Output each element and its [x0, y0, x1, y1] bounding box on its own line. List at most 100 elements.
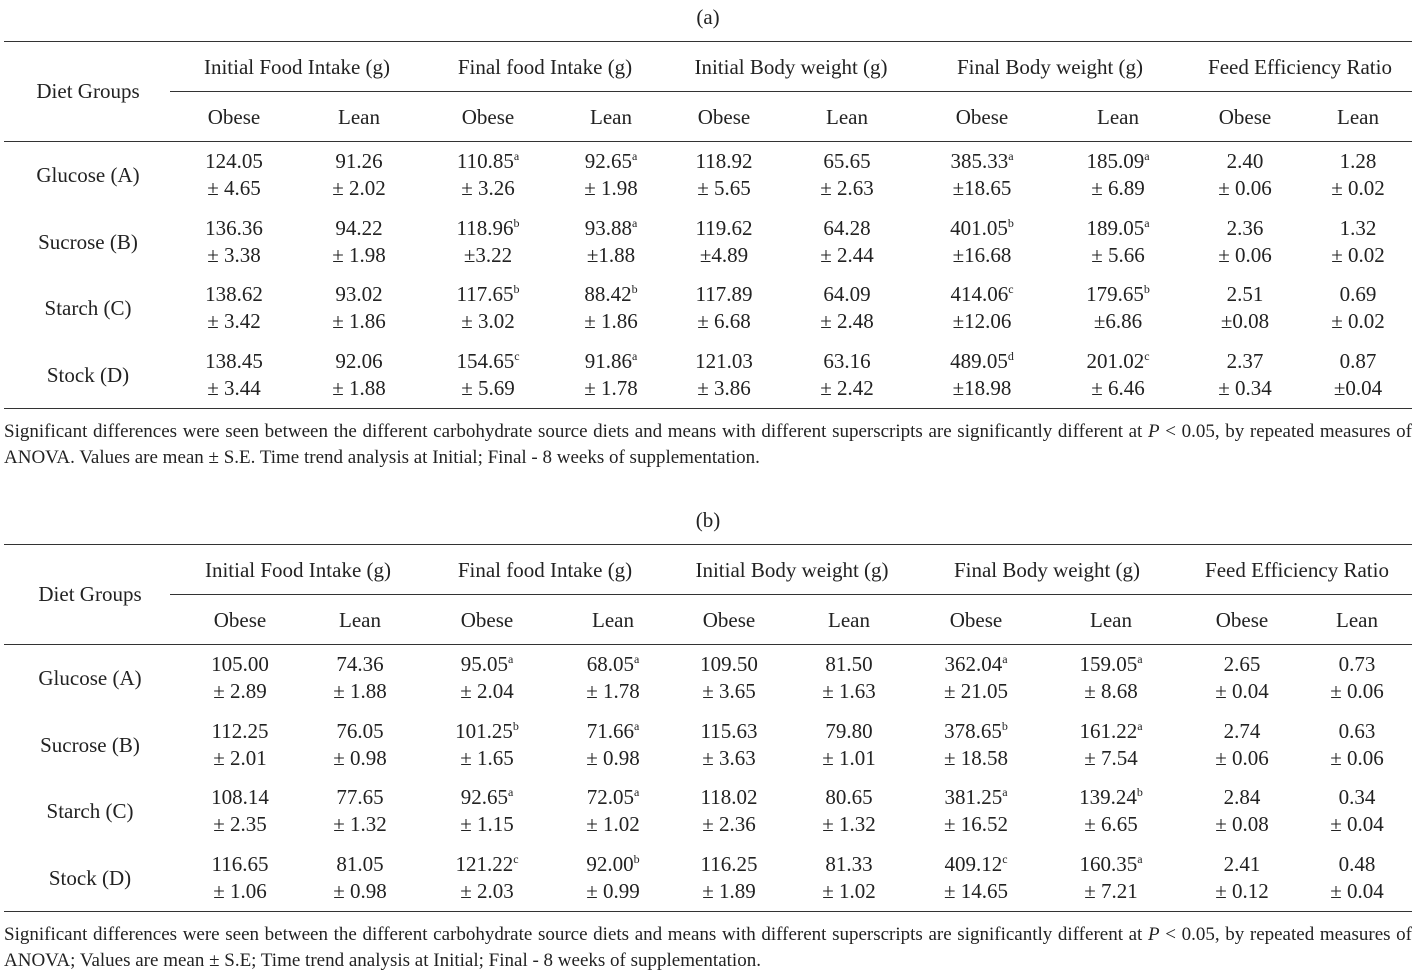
cell-se: ± 2.48: [820, 309, 874, 333]
cell-mean: 1.28: [1340, 149, 1377, 173]
cell-mean: 81.50: [825, 652, 872, 676]
row-label: Stock (D): [48, 865, 132, 890]
cell-se: ± 2.63: [820, 176, 874, 200]
mean-value: 0.73: [1338, 652, 1376, 676]
cell-se: ± 2.42: [820, 375, 874, 400]
table-caption: (b): [695, 508, 721, 532]
superscript: a: [1002, 785, 1008, 799]
cell-mean: 154.65c: [456, 349, 519, 373]
cell-mean: 0.48: [1339, 852, 1376, 876]
cell-mean: 161.22a: [1079, 719, 1142, 743]
cell-se: ± 7.21: [1084, 878, 1138, 903]
cell-se: ± 0.06: [1218, 176, 1272, 200]
cell-mean: 2.37: [1227, 349, 1264, 373]
cell-mean: 95.05a: [461, 652, 514, 676]
mean-value: 117.65: [456, 282, 514, 306]
cell-mean: 65.65: [823, 149, 870, 173]
superscript: a: [631, 215, 638, 230]
cell-se: ± 2.02: [332, 176, 386, 200]
row-label: Starch (C): [44, 296, 132, 320]
cell-se: ± 1.86: [332, 309, 386, 333]
mean-value: 189.05: [1086, 215, 1145, 240]
mean-value: 91.86: [584, 348, 632, 373]
column-subheader: Obese: [702, 608, 756, 632]
cell-se: ±6.86: [1093, 309, 1143, 333]
column-subheader: Lean: [339, 608, 381, 632]
mean-value: 2.74: [1223, 718, 1261, 743]
mean-value: 74.36: [336, 652, 384, 676]
cell-mean: 2.84: [1224, 785, 1261, 809]
mean-value: 2.37: [1226, 348, 1264, 373]
mean-value: 121.22: [455, 851, 514, 876]
mean-value: 385.33: [950, 149, 1009, 173]
cell-se: ± 3.65: [702, 679, 756, 703]
mean-value: 409.12: [944, 851, 1003, 876]
cell-se: ± 7.54: [1084, 745, 1138, 770]
column-group-header: Initial Body weight (g): [694, 55, 888, 79]
row-label: Starch (C): [46, 799, 134, 823]
column-subheader: Lean: [1097, 105, 1139, 129]
column-group-header: Final Body weight (g): [953, 558, 1141, 582]
mean-value: 108.14: [211, 785, 269, 809]
row-label: Sucrose (B): [38, 229, 138, 254]
superscript: c: [513, 851, 519, 866]
superscript: a: [513, 149, 520, 163]
cell-mean: 72.05a: [587, 785, 640, 809]
cell-mean: 189.05a: [1086, 216, 1149, 240]
cell-mean: 160.35a: [1079, 852, 1142, 876]
cell-se: ± 21.05: [943, 679, 1009, 703]
cell-mean: 118.02: [701, 785, 758, 809]
cell-se: ± 0.04: [1215, 679, 1269, 703]
mean-value: 118.96: [456, 215, 514, 240]
mean-value: 2.41: [1223, 851, 1261, 876]
mean-value: 2.84: [1223, 785, 1261, 809]
column-subheader: Obese: [460, 608, 514, 632]
mean-value: 154.65: [456, 348, 515, 373]
note-text: P: [1147, 421, 1160, 442]
mean-value: 80.65: [825, 785, 873, 809]
superscript: c: [1008, 282, 1014, 296]
mean-value: 72.05: [586, 785, 634, 809]
cell-mean: 121.03: [695, 349, 753, 373]
cell-se: ± 1.98: [332, 242, 386, 267]
cell-se: ± 1.65: [460, 745, 514, 770]
cell-se: ± 16.52: [943, 812, 1009, 836]
column-subheader: Lean: [1090, 608, 1132, 632]
cell-se: ± 0.04: [1330, 812, 1384, 836]
column-subheader: Obese: [461, 105, 515, 129]
cell-mean: 117.65b: [457, 282, 520, 306]
mean-value: 118.02: [700, 785, 758, 809]
column-subheader: Lean: [592, 608, 634, 632]
superscript: a: [1137, 652, 1143, 666]
cell-se: ± 1.02: [586, 812, 640, 836]
cell-mean: 108.14: [211, 785, 269, 809]
mean-value: 124.05: [205, 149, 263, 173]
cell-se: ± 0.08: [1215, 812, 1269, 836]
cell-mean: 115.63: [701, 719, 758, 743]
cell-se: ±18.65: [952, 176, 1012, 200]
cell-se: ±16.68: [952, 242, 1012, 267]
mean-value: 2.51: [1226, 282, 1264, 306]
mean-value: 92.06: [335, 348, 383, 373]
mean-value: 63.16: [823, 348, 871, 373]
cell-mean: 489.05d: [950, 349, 1014, 373]
cell-se: ± 0.06: [1330, 745, 1384, 770]
cell-mean: 81.33: [825, 852, 872, 876]
superscript: a: [1008, 149, 1014, 163]
superscript: b: [513, 215, 520, 230]
cell-se: ± 3.44: [207, 375, 261, 400]
cell-se: ± 3.63: [702, 745, 756, 770]
table-rule: [4, 644, 1412, 645]
cell-se: ± 1.32: [333, 812, 387, 836]
superscript: a: [1137, 851, 1143, 866]
column-subheader: Obese: [213, 608, 267, 632]
column-group-header: Final food Intake (g): [457, 55, 633, 79]
cell-se: ± 2.03: [460, 878, 514, 903]
row-label: Sucrose (B): [40, 732, 140, 757]
cell-se: ± 1.88: [332, 375, 386, 400]
cell-mean: 63.16: [823, 349, 870, 373]
note-text: Significant differences were seen betwee…: [4, 924, 1148, 945]
cell-mean: 381.25a: [944, 785, 1007, 809]
column-subheader: Obese: [207, 105, 261, 129]
cell-mean: 94.22: [335, 216, 382, 240]
